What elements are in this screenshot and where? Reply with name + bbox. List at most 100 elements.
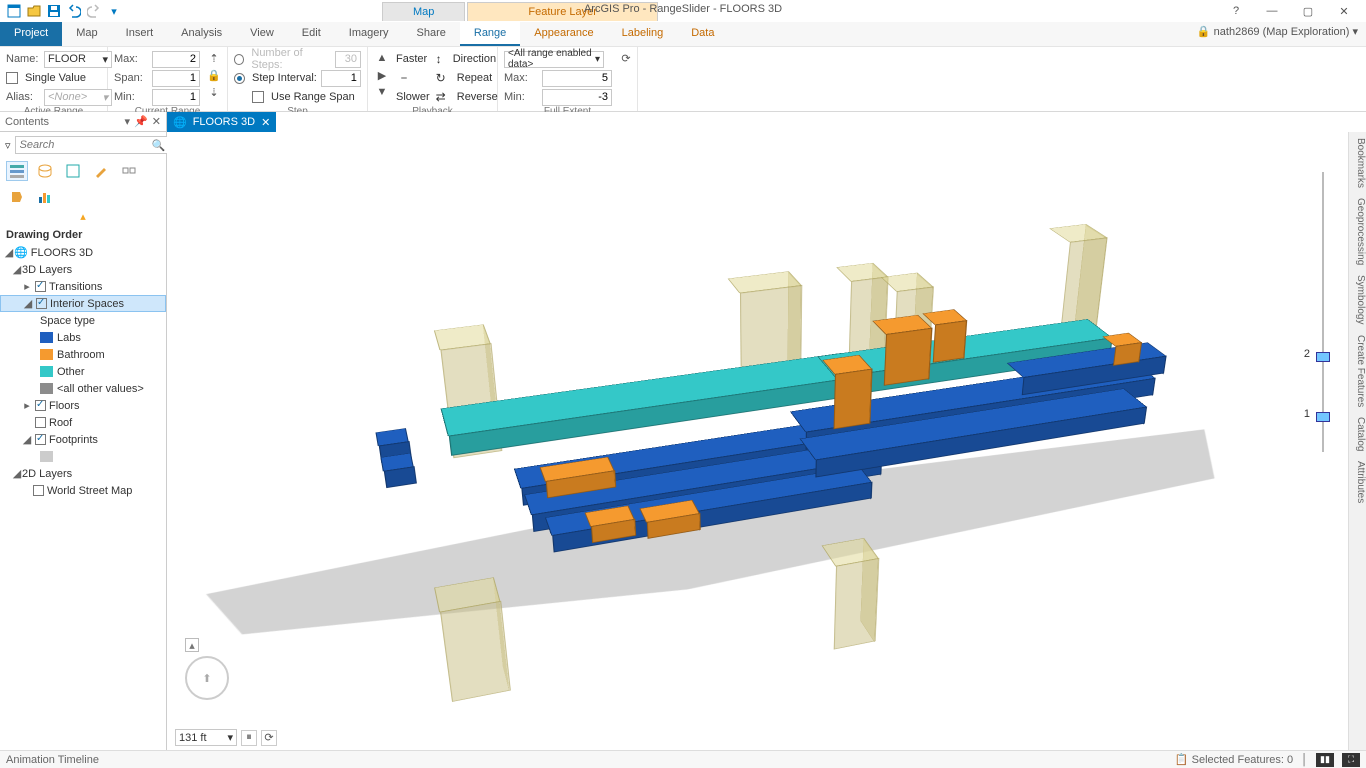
- tab-share[interactable]: Share: [403, 22, 460, 46]
- tab-attributes[interactable]: Attributes: [1349, 461, 1366, 503]
- chk-transitions[interactable]: [35, 281, 46, 292]
- signed-in-user[interactable]: 🔒 nath2869 (Map Exploration) ▾: [1197, 25, 1358, 38]
- tab-insert[interactable]: Insert: [112, 22, 168, 46]
- undo-icon[interactable]: [66, 3, 82, 19]
- tree-interior-spaces[interactable]: ◢Interior Spaces: [0, 295, 166, 312]
- tab-edit[interactable]: Edit: [288, 22, 335, 46]
- list-labeling-icon[interactable]: [6, 187, 28, 207]
- tab-symbology[interactable]: Symbology: [1349, 275, 1366, 324]
- open-icon[interactable]: [26, 3, 42, 19]
- repeat-label[interactable]: Repeat: [457, 72, 492, 84]
- chk-interior[interactable]: [36, 298, 47, 309]
- lock-span-icon[interactable]: 🔒: [206, 67, 222, 83]
- qat-customize-icon[interactable]: ▾: [106, 3, 122, 19]
- close-icon[interactable]: ✕: [1332, 5, 1356, 18]
- tab-map[interactable]: Map: [62, 22, 111, 46]
- close-view-icon[interactable]: ✕: [261, 116, 270, 129]
- tab-labeling[interactable]: Labeling: [608, 22, 678, 46]
- snap-icon[interactable]: │: [1301, 754, 1308, 766]
- tree-2d-layers[interactable]: ◢2D Layers: [0, 465, 166, 482]
- tree-basemap[interactable]: World Street Map: [0, 482, 166, 499]
- close-pane-icon[interactable]: ✕: [152, 115, 161, 128]
- range-layers-combo[interactable]: <All range enabled data>▾: [504, 51, 604, 68]
- step-interval-radio[interactable]: [234, 73, 245, 84]
- tab-range[interactable]: Range: [460, 22, 520, 46]
- num-steps-input[interactable]: [335, 51, 361, 68]
- full-screen-icon[interactable]: ⛶: [1342, 753, 1360, 767]
- legend-other[interactable]: Other: [0, 363, 166, 380]
- chk-basemap[interactable]: [33, 485, 44, 496]
- ext-min-input[interactable]: [542, 89, 612, 106]
- tree-floors[interactable]: ▸Floors: [0, 397, 166, 414]
- tab-bookmarks[interactable]: Bookmarks: [1349, 138, 1366, 188]
- single-value-checkbox[interactable]: [6, 72, 18, 84]
- help-icon[interactable]: ?: [1224, 5, 1248, 18]
- chk-roof[interactable]: [35, 417, 46, 428]
- new-project-icon[interactable]: [6, 3, 22, 19]
- tree-3d-layers[interactable]: ◢3D Layers: [0, 261, 166, 278]
- ext-max-input[interactable]: [542, 70, 612, 87]
- legend-bathroom[interactable]: Bathroom: [0, 346, 166, 363]
- range-slider[interactable]: 2 1: [1314, 172, 1332, 452]
- list-editing-icon[interactable]: [90, 161, 112, 181]
- legend-all-other[interactable]: <all other values>: [0, 380, 166, 397]
- min-input[interactable]: [152, 89, 200, 106]
- chk-footprints[interactable]: [35, 434, 46, 445]
- maximize-icon[interactable]: ▢: [1296, 5, 1320, 18]
- tree-scene[interactable]: ◢🌐 FLOORS 3D: [0, 244, 166, 261]
- list-drawing-order-icon[interactable]: [6, 161, 28, 181]
- pin-icon[interactable]: 📌: [134, 115, 148, 128]
- selected-features[interactable]: 📋 Selected Features: 0: [1175, 753, 1293, 766]
- status-left[interactable]: Animation Timeline: [6, 754, 99, 766]
- play-anim-icon[interactable]: ▮▮: [1316, 753, 1334, 767]
- tab-data[interactable]: Data: [677, 22, 728, 46]
- step-back-icon[interactable]: ▲: [374, 50, 390, 66]
- name-combo[interactable]: FLOOR▾: [44, 51, 112, 68]
- chk-floors[interactable]: [35, 400, 46, 411]
- pause-draw-icon[interactable]: ⏸: [241, 730, 257, 746]
- search-input[interactable]: [15, 136, 168, 154]
- use-range-span-checkbox[interactable]: [252, 91, 264, 103]
- range-handle-top[interactable]: [1316, 352, 1330, 362]
- direction-label[interactable]: Direction: [453, 53, 496, 65]
- tab-appearance[interactable]: Appearance: [520, 22, 607, 46]
- list-snapping-icon[interactable]: [118, 161, 140, 181]
- refresh-icon[interactable]: ⟳: [261, 730, 277, 746]
- legend-footprint-sym[interactable]: [0, 448, 166, 465]
- filter-icon[interactable]: ▿: [5, 139, 11, 152]
- scale-combo[interactable]: 131 ft▾: [175, 729, 237, 746]
- play-icon[interactable]: ▶: [374, 67, 390, 83]
- span-input[interactable]: [152, 70, 200, 87]
- nav-up-button[interactable]: ▴: [185, 638, 199, 652]
- scene-canvas[interactable]: ▴ ⬆ 131 ft▾ ⏸ ⟳ 2 1 Bookmarks Geoprocess…: [167, 132, 1366, 750]
- calc-extent-icon[interactable]: ⟳: [618, 50, 634, 66]
- tab-analysis[interactable]: Analysis: [167, 22, 236, 46]
- speed-slider-icon[interactable]: ⎯: [396, 70, 412, 86]
- minimize-icon[interactable]: —: [1260, 5, 1284, 18]
- view-tab[interactable]: 🌐FLOORS 3D✕: [167, 112, 276, 132]
- reverse-label[interactable]: Reverse: [457, 91, 498, 103]
- tree-footprints[interactable]: ◢Footprints: [0, 431, 166, 448]
- tree-roof[interactable]: ▸Roof: [0, 414, 166, 431]
- tab-catalog[interactable]: Catalog: [1349, 417, 1366, 451]
- range-handle-bottom[interactable]: [1316, 412, 1330, 422]
- search-icon[interactable]: 🔍: [152, 139, 166, 152]
- range-nudge-up-icon[interactable]: ⇡: [206, 50, 222, 66]
- alias-combo[interactable]: <None>▾: [44, 89, 112, 106]
- legend-labs[interactable]: Labs: [0, 329, 166, 346]
- tree-transitions[interactable]: ▸Transitions: [0, 278, 166, 295]
- tab-create-features[interactable]: Create Features: [1349, 335, 1366, 407]
- tab-view[interactable]: View: [236, 22, 288, 46]
- step-interval-input[interactable]: [321, 70, 361, 87]
- max-input[interactable]: [152, 51, 200, 68]
- navigator-compass[interactable]: ⬆: [185, 656, 229, 700]
- save-icon[interactable]: [46, 3, 62, 19]
- num-steps-radio[interactable]: [234, 54, 244, 65]
- tab-project[interactable]: Project: [0, 22, 62, 46]
- menu-icon[interactable]: ▾: [125, 115, 131, 128]
- tab-geoprocessing[interactable]: Geoprocessing: [1349, 198, 1366, 265]
- list-selection-icon[interactable]: [62, 161, 84, 181]
- range-nudge-down-icon[interactable]: ⇣: [206, 84, 222, 100]
- map-view[interactable]: 🌐FLOORS 3D✕: [167, 112, 1366, 750]
- tab-imagery[interactable]: Imagery: [335, 22, 403, 46]
